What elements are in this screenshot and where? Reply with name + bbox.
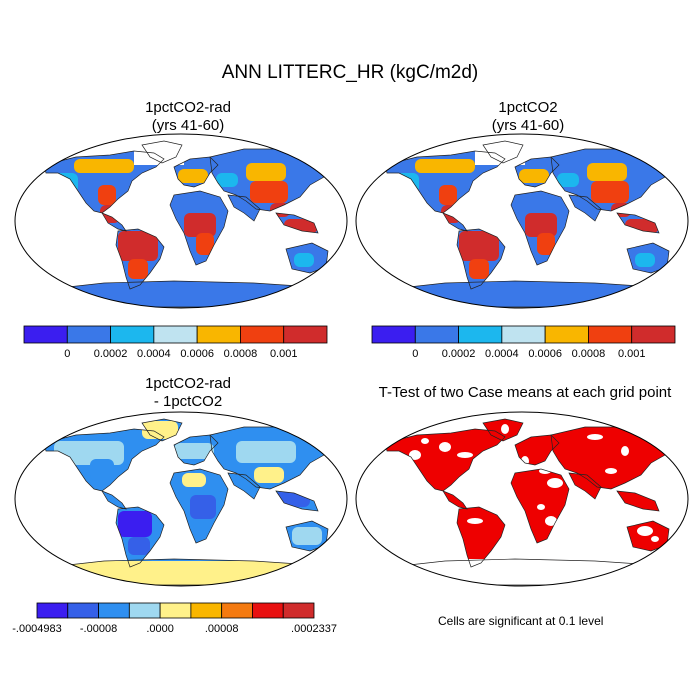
colorbar-absolute-2 (371, 325, 676, 344)
colorbar-tick-label: 0.0002 (441, 348, 476, 360)
colorbar-tick-label: 0.0004 (137, 348, 171, 360)
colorbar-tick-label: 0.0006 (528, 348, 562, 360)
colorbar-tick-label: -.00008 (79, 623, 118, 635)
colorbar-swatch (153, 325, 198, 344)
colorbar-tick-label: -.0004983 (12, 623, 62, 635)
map-panel-difference (14, 411, 348, 587)
colorbar-tick-label: 0 (64, 348, 71, 360)
colorbar-swatch (23, 325, 68, 344)
colorbar-tick-label: 0.0006 (180, 348, 214, 360)
colorbar-swatch (128, 602, 161, 619)
colorbar-swatch (282, 602, 315, 619)
panel-title-1-line-1: 1pctCO2-rad (145, 99, 231, 116)
colorbar-tick-label: 0 (412, 348, 419, 360)
panel-title-2-line-2: (yrs 41-60) (491, 117, 565, 134)
map-panel-1pctco2 (355, 133, 689, 309)
map-panel-ttest (355, 411, 689, 587)
colorbar-swatch (98, 602, 130, 619)
colorbar-tick-label: .0000 (146, 623, 174, 635)
map-panel-1pctco2-rad (14, 133, 348, 309)
colorbar-absolute-1 (23, 325, 328, 344)
colorbar-swatch (501, 325, 546, 344)
panel-title-1-line-2: (yrs 41-60) (151, 117, 225, 134)
colorbar-swatch (458, 325, 503, 344)
colorbar-tick-label: 0.0008 (223, 348, 258, 360)
panel-title-3-line-2: - 1pctCO2 (153, 393, 223, 410)
colorbar-difference (36, 602, 315, 619)
colorbar-swatch (110, 325, 155, 344)
panel-title-2-line-1: 1pctCO2 (498, 99, 558, 116)
panel-title-4: T-Test of two Case means at each grid po… (355, 384, 695, 402)
panel-title-3: 1pctCO2-rad - 1pctCO2 (28, 375, 348, 411)
colorbar-tick-label: 0.001 (269, 348, 298, 360)
colorbar-swatch (159, 602, 192, 619)
panel-title-4-line-1: T-Test of two Case means at each grid po… (378, 384, 672, 401)
panel-title-3-line-1: 1pctCO2-rad (145, 375, 231, 392)
colorbar-swatch (414, 325, 459, 344)
colorbar-swatch (67, 602, 99, 619)
colorbar-swatch (240, 325, 285, 344)
colorbar-tick-label: .00008 (204, 623, 239, 635)
colorbar-swatch (221, 602, 253, 619)
colorbar-tick-label: 0.0008 (571, 348, 606, 360)
colorbar-swatch (588, 325, 633, 344)
colorbar-swatch (36, 602, 69, 619)
colorbar-tick-label: 0.001 (617, 348, 646, 360)
colorbar-swatch (631, 325, 676, 344)
significance-note: Cells are significant at 0.1 level (438, 614, 604, 628)
colorbar-swatch (190, 602, 223, 619)
panel-title-1: 1pctCO2-rad (yrs 41-60) (28, 99, 348, 135)
colorbar-tick-label: 0.0002 (93, 348, 128, 360)
colorbar-swatch (544, 325, 589, 344)
panel-title-2: 1pctCO2 (yrs 41-60) (368, 99, 688, 135)
colorbar-swatch (283, 325, 328, 344)
colorbar-swatch (66, 325, 111, 344)
colorbar-tick-label: 0.0004 (485, 348, 519, 360)
colorbar-swatch (196, 325, 241, 344)
colorbar-swatch (371, 325, 416, 344)
colorbar-swatch (252, 602, 284, 619)
colorbar-tick-label: .0002337 (291, 623, 337, 635)
figure-title: ANN LITTERC_HR (kgC/m2d) (221, 62, 479, 83)
